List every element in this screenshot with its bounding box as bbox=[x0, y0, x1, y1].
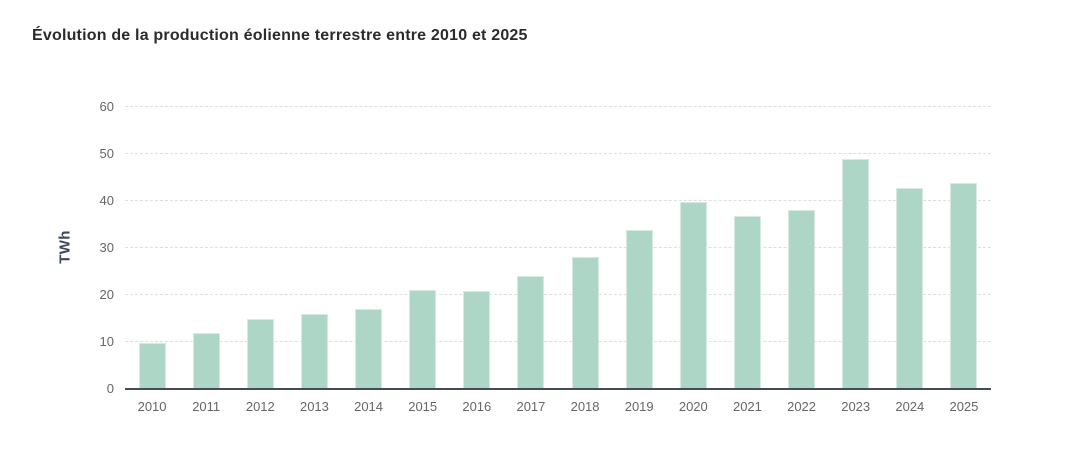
x-tick-label: 2011 bbox=[192, 399, 221, 414]
bar-slot bbox=[287, 107, 341, 389]
y-tick-label: 50 bbox=[99, 146, 114, 161]
y-tick-label: 0 bbox=[106, 381, 114, 396]
bar-2015[interactable] bbox=[409, 289, 437, 389]
bar-2010[interactable] bbox=[138, 343, 166, 389]
y-tick-label: 40 bbox=[99, 193, 114, 208]
gridlines-layer bbox=[125, 106, 991, 389]
bar-slot bbox=[937, 107, 991, 389]
bar-2014[interactable] bbox=[355, 309, 383, 389]
chart-title: Évolution de la production éolienne terr… bbox=[32, 27, 528, 44]
bar-slot bbox=[666, 107, 720, 389]
x-tick-label: 2022 bbox=[787, 399, 817, 414]
bar-2011[interactable] bbox=[192, 332, 220, 389]
bar-2021[interactable] bbox=[733, 216, 761, 389]
x-tick-label: 2015 bbox=[408, 399, 438, 414]
bar-2025[interactable] bbox=[950, 183, 978, 389]
bar-2023[interactable] bbox=[842, 159, 870, 389]
bars-layer bbox=[125, 107, 991, 389]
x-tick-label: 2017 bbox=[516, 399, 546, 414]
bar-2017[interactable] bbox=[517, 276, 545, 389]
bar-slot bbox=[450, 107, 504, 389]
x-tick-label: 2021 bbox=[732, 399, 762, 414]
bar-slot bbox=[233, 107, 287, 389]
x-tick-label: 2016 bbox=[462, 399, 492, 414]
bar-2024[interactable] bbox=[896, 187, 924, 389]
bar-2022[interactable] bbox=[788, 209, 816, 389]
bar-2012[interactable] bbox=[246, 318, 274, 389]
gridline bbox=[125, 153, 991, 154]
bar-slot bbox=[179, 107, 233, 389]
x-tick-label: 2025 bbox=[949, 399, 979, 414]
bar-slot bbox=[558, 107, 612, 389]
x-tick-label: 2023 bbox=[841, 399, 871, 414]
bar-2019[interactable] bbox=[625, 230, 653, 389]
bar-2020[interactable] bbox=[679, 202, 707, 389]
bar-slot bbox=[612, 107, 666, 389]
x-tick-label: 2012 bbox=[245, 399, 275, 414]
x-tick-label: 2014 bbox=[354, 399, 384, 414]
bar-slot bbox=[504, 107, 558, 389]
x-axis-labels: 2010 2011 2012 2013 2014 2015 2016 2017 2018 2019… bbox=[125, 399, 991, 414]
gridline bbox=[125, 341, 991, 342]
x-axis-line bbox=[125, 388, 991, 390]
bar-slot bbox=[720, 107, 774, 389]
x-tick-label: 2018 bbox=[570, 399, 600, 414]
y-tick-label: 10 bbox=[99, 334, 114, 349]
x-tick-label: 2020 bbox=[678, 399, 708, 414]
gridline bbox=[125, 200, 991, 201]
plot-area bbox=[125, 106, 991, 389]
bar-2016[interactable] bbox=[463, 290, 491, 389]
bar-slot bbox=[396, 107, 450, 389]
gridline bbox=[125, 247, 991, 248]
bar-slot bbox=[883, 107, 937, 389]
bar-slot bbox=[829, 107, 883, 389]
bar-slot bbox=[342, 107, 396, 389]
gridline bbox=[125, 106, 991, 107]
y-tick-label: 60 bbox=[99, 99, 114, 114]
x-tick-label: 2010 bbox=[137, 399, 167, 414]
gridline bbox=[125, 294, 991, 295]
bar-2018[interactable] bbox=[571, 257, 599, 389]
x-tick-label: 2024 bbox=[895, 399, 925, 414]
x-tick-label: 2013 bbox=[299, 399, 329, 414]
bar-2013[interactable] bbox=[300, 314, 328, 389]
y-tick-label: 30 bbox=[99, 240, 114, 255]
y-tick-label: 20 bbox=[99, 287, 114, 302]
bar-slot bbox=[775, 107, 829, 389]
x-tick-label: 2019 bbox=[624, 399, 654, 414]
y-axis-labels: 0 10 20 30 40 50 60 bbox=[62, 99, 114, 396]
bar-slot bbox=[125, 107, 179, 389]
